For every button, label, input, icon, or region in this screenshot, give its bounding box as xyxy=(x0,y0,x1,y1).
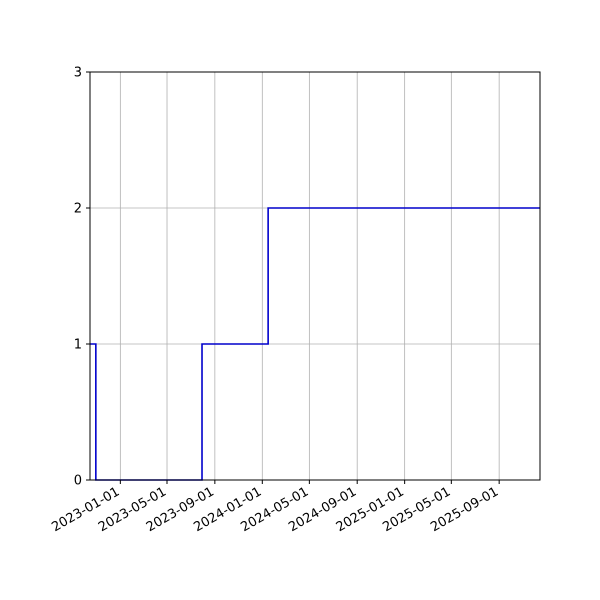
axes: 2023-01-012023-05-012023-09-012024-01-01… xyxy=(49,66,501,536)
series-layer xyxy=(90,207,540,481)
y-tick-label: 2 xyxy=(74,202,82,217)
grid-lines xyxy=(90,71,540,481)
plot-frame xyxy=(89,71,541,481)
y-tick-label: 3 xyxy=(74,66,82,81)
y-tick-label: 1 xyxy=(74,338,82,353)
series-line-0 xyxy=(90,207,540,481)
y-tick-label: 0 xyxy=(74,474,82,489)
